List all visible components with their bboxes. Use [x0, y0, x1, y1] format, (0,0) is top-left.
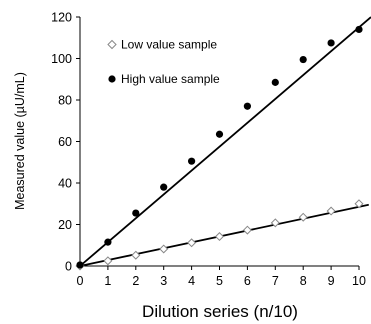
data-point-high [299, 55, 307, 64]
data-point-high [160, 183, 168, 191]
data-point-low [270, 218, 280, 228]
x-tick-label: 5 [216, 274, 223, 288]
x-tick-label: 10 [352, 274, 366, 288]
trendline-high [79, 16, 371, 267]
x-tick-label: 1 [104, 274, 111, 288]
data-point-low [326, 206, 336, 216]
data-point-low [214, 232, 225, 242]
legend-label-low: Low value sample [121, 38, 217, 52]
y-tick-label: 0 [65, 260, 72, 274]
data-point-low [103, 256, 113, 266]
x-tick-label: 0 [77, 274, 84, 288]
data-point-low [159, 244, 169, 254]
y-tick-label: 20 [58, 218, 72, 232]
data-point-high [327, 39, 335, 47]
data-point-high [188, 157, 196, 165]
data-point-high [355, 25, 363, 34]
x-tick-label: 2 [132, 274, 139, 288]
data-point-high [271, 78, 279, 86]
y-tick-label: 40 [58, 177, 72, 191]
x-tick-label: 9 [328, 274, 335, 288]
x-axis-title: Dilution series (n/10) [142, 302, 298, 321]
legend-marker-high [108, 75, 116, 83]
data-point-low [187, 238, 197, 248]
data-point-low [131, 250, 141, 260]
data-point-high [215, 130, 224, 138]
y-tick-label: 100 [51, 52, 72, 66]
x-tick-label: 4 [188, 274, 195, 288]
data-point-high [243, 102, 251, 110]
x-tick-label: 3 [160, 274, 167, 288]
x-tick-label: 7 [272, 274, 279, 288]
legend-marker-low [107, 39, 117, 50]
x-tick-label: 6 [244, 274, 251, 288]
data-point-high [132, 209, 140, 217]
y-tick-label: 80 [58, 94, 72, 108]
trendline-low [79, 203, 369, 267]
y-tick-label: 120 [51, 11, 72, 25]
data-point-high [76, 261, 84, 269]
y-tick-label: 60 [58, 135, 72, 149]
data-point-low [242, 225, 252, 235]
legend-label-high: High value sample [121, 72, 220, 86]
data-point-high [104, 238, 112, 246]
data-point-low [354, 199, 364, 209]
y-axis-title: Measured value (µU/mL) [13, 72, 27, 210]
x-tick-label: 8 [300, 274, 307, 288]
data-point-low [298, 212, 308, 222]
